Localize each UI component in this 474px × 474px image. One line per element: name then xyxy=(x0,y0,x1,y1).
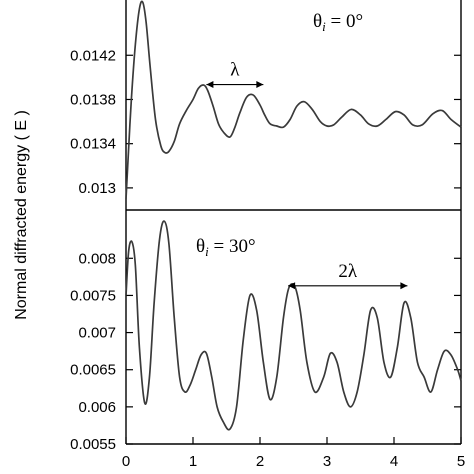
bottom-xticks: 0 1 2 3 4 5 xyxy=(122,437,465,470)
y-axis-label: Normal diffracted energy ( E ) xyxy=(13,110,30,320)
xtick-label: 1 xyxy=(189,453,197,470)
bottom-ytick-label: 0.0055 xyxy=(70,436,116,453)
bottom-span-label: 2λ xyxy=(338,261,358,282)
bottom-span-arrow-right xyxy=(400,282,408,290)
bottom-span-arrow-left xyxy=(288,282,296,290)
bottom-yticks: 0.008 0.0075 0.007 0.0065 0.006 0.0055 xyxy=(70,250,461,453)
top-panel: 0.0142 0.0138 0.0134 0.013 θi = 0° λ xyxy=(70,0,462,210)
top-ytick-label: 0.0142 xyxy=(70,47,116,64)
bottom-ytick-label: 0.008 xyxy=(78,250,116,267)
top-annotation-angle: θi = 0° xyxy=(313,11,363,34)
xtick-label: 5 xyxy=(457,453,465,470)
top-span-annotation: λ xyxy=(206,60,264,89)
top-ytick-label: 0.013 xyxy=(78,180,116,197)
xtick-label: 0 xyxy=(122,453,130,470)
top-angle-label: θi = 0° xyxy=(313,11,363,34)
bottom-ytick-label: 0.007 xyxy=(78,325,116,342)
top-span-arrow-left xyxy=(206,81,214,89)
top-series-line xyxy=(125,0,462,199)
bottom-ytick-label: 0.0075 xyxy=(70,287,116,304)
top-span-arrow-right xyxy=(256,81,264,89)
xtick-label: 2 xyxy=(256,453,264,470)
bottom-ytick-label: 0.006 xyxy=(78,399,116,416)
top-span-label: λ xyxy=(230,60,240,81)
bottom-panel: 0.008 0.0075 0.007 0.0065 0.006 0.0055 0 1 2 3 4 5… xyxy=(70,209,465,470)
bottom-span-annotation: 2λ xyxy=(288,261,408,290)
xtick-label: 3 xyxy=(323,453,331,470)
top-ytick-label: 0.0134 xyxy=(70,136,116,153)
bottom-ytick-label: 0.0065 xyxy=(70,362,116,379)
bottom-series-line xyxy=(125,220,462,431)
bottom-angle-label: θi = 30° xyxy=(196,236,256,259)
top-yticks: 0.0142 0.0138 0.0134 0.013 xyxy=(70,47,461,197)
bottom-annotation-angle: θi = 30° xyxy=(196,236,256,259)
top-ytick-label: 0.0138 xyxy=(70,91,116,108)
xtick-label: 4 xyxy=(390,453,398,470)
